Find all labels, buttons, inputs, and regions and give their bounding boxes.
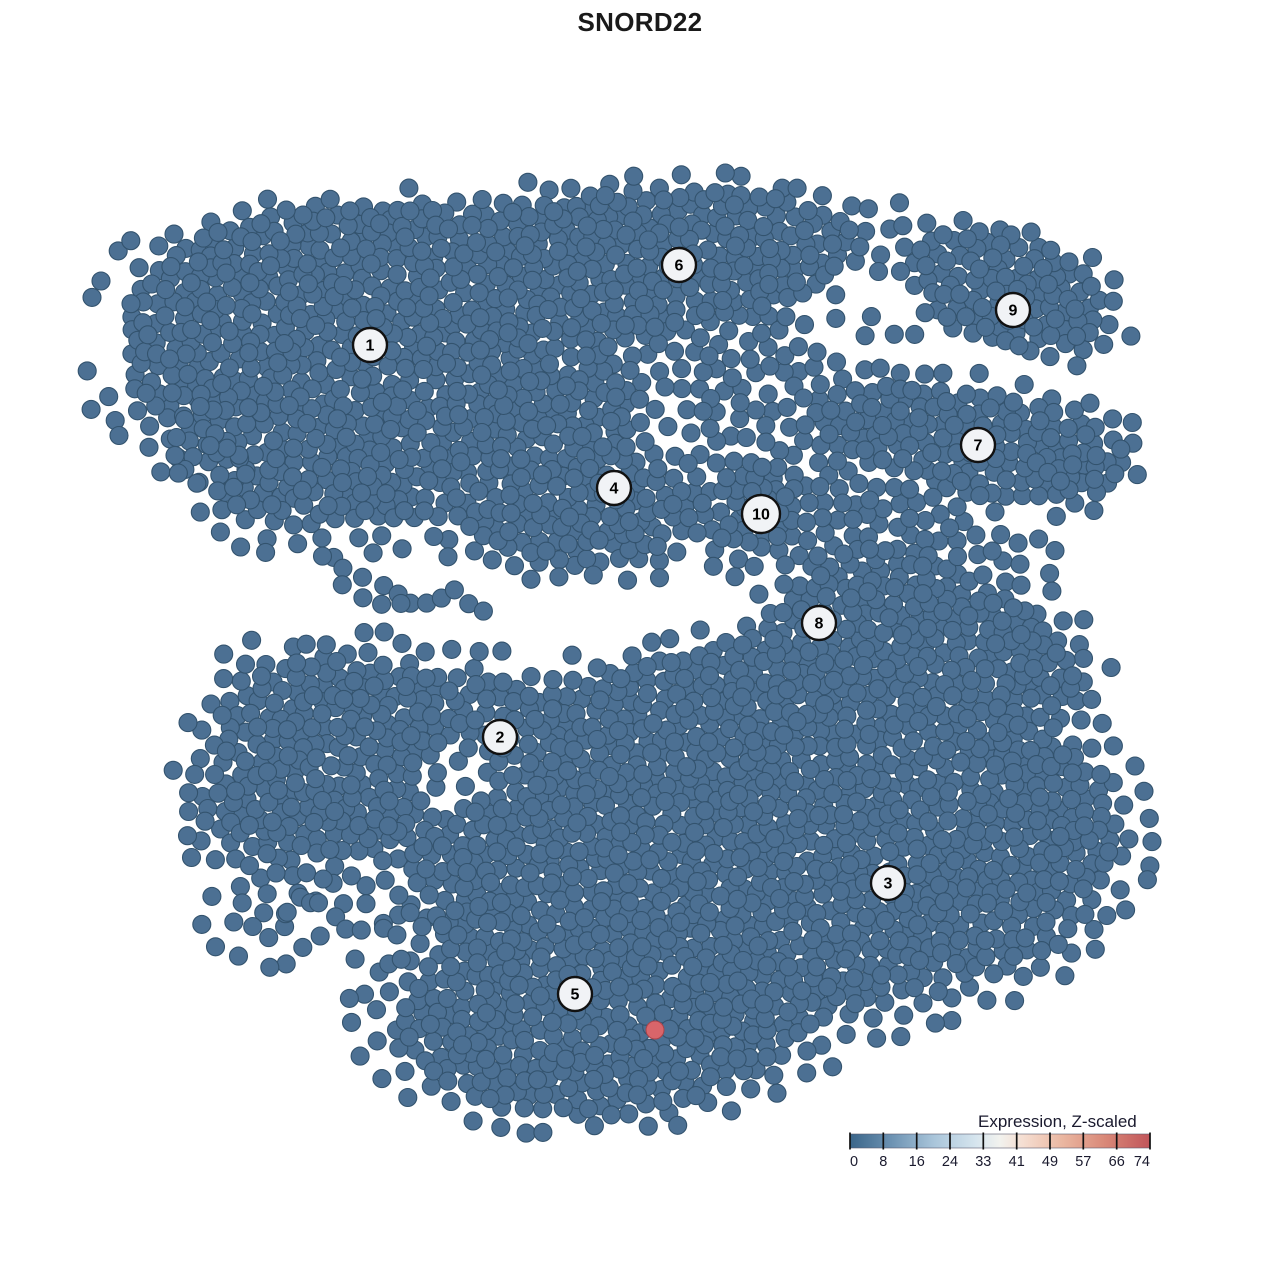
svg-text:33: 33 — [975, 1154, 991, 1170]
svg-text:8: 8 — [879, 1154, 887, 1170]
svg-text:74: 74 — [1134, 1154, 1150, 1170]
svg-text:16: 16 — [909, 1154, 925, 1170]
svg-text:0: 0 — [850, 1154, 858, 1170]
svg-text:49: 49 — [1042, 1154, 1058, 1170]
svg-text:57: 57 — [1075, 1154, 1091, 1170]
svg-text:66: 66 — [1109, 1154, 1125, 1170]
svg-text:24: 24 — [942, 1154, 958, 1170]
svg-text:41: 41 — [1009, 1154, 1025, 1170]
